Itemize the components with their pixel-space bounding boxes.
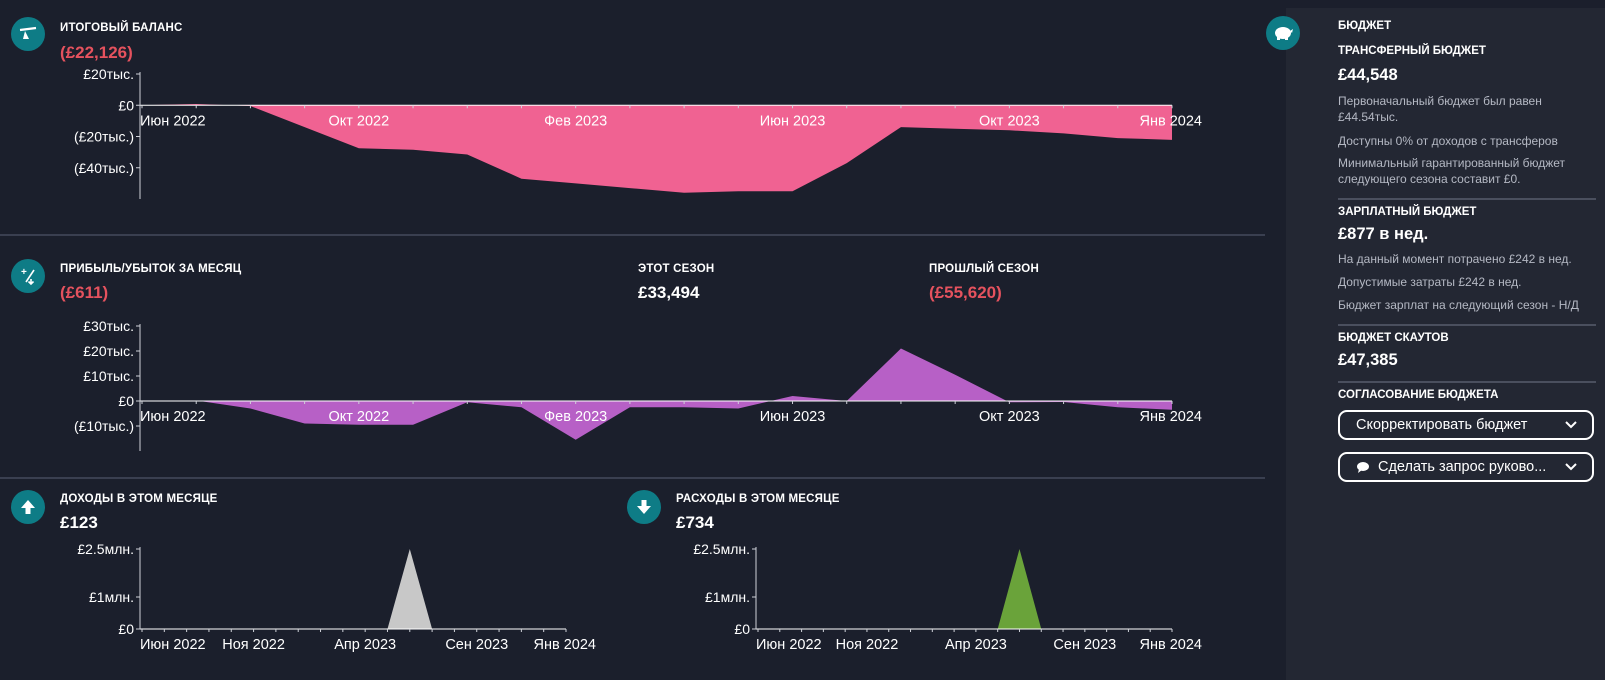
y-tick-label: £20тыс. (83, 343, 134, 359)
x-tick-label: Фев 2023 (544, 113, 607, 129)
y-tick-label: (£10тыс.) (74, 418, 134, 434)
income-title: ДОХОДЫ В ЭТОМ МЕСЯЦЕ (60, 493, 218, 505)
transfer-budget-value: £44,548 (1338, 66, 1398, 84)
y-tick-label: £0 (118, 393, 134, 409)
expenses-value: £734 (676, 513, 714, 532)
chevron-down-icon (1564, 459, 1578, 477)
wage-note-allowed: Допустимые затраты £242 в нед. (1338, 275, 1522, 289)
x-tick-label: Окт 2022 (328, 113, 389, 129)
arrow-up-icon (11, 490, 45, 524)
adjust-budget-label: Скорректировать бюджет (1356, 417, 1528, 433)
x-tick-label: Ноя 2022 (222, 637, 285, 653)
adjust-budget-button[interactable]: Скорректировать бюджет (1338, 410, 1594, 440)
budget-title: БЮДЖЕТ (1338, 20, 1392, 32)
svg-text:+: + (21, 267, 27, 278)
y-tick-label: £20тыс. (83, 66, 134, 82)
expenses-title: РАСХОДЫ В ЭТОМ МЕСЯЦЕ (676, 493, 840, 505)
x-tick-label: Янв 2024 (534, 637, 596, 653)
section-divider-2 (0, 477, 1265, 479)
this-season-label: ЭТОТ СЕЗОН (638, 263, 715, 275)
x-tick-label: Янв 2024 (1140, 409, 1202, 425)
y-tick-label: £10тыс. (83, 368, 134, 384)
wage-note-spent: На данный момент потрачено £242 в нед. (1338, 252, 1572, 266)
x-tick-label: Июн 2023 (760, 409, 826, 425)
finances-main: ИТОГОВЫЙ БАЛАНС (£22,126) £20тыс. £0 (£20т… (0, 17, 1265, 653)
x-tick-label: Янв 2024 (1140, 637, 1202, 653)
monthly-value: (£611) (60, 283, 109, 302)
transfer-note-minimum: Минимальный гарантированный бюджет следу… (1338, 156, 1566, 186)
last-season-value: (£55,620) (929, 283, 1002, 302)
sidebar-separator (1338, 198, 1596, 200)
balance-scale-icon (11, 17, 45, 51)
balance-chart: £20тыс. £0 (£20тыс.) (£40тыс.) Июн 2022 Окт 2… (74, 66, 1202, 199)
speech-bubble-icon (1356, 461, 1370, 474)
y-tick-label: £1млн. (89, 589, 134, 605)
wage-note-next-season: Бюджет зарплат на следующий сезон - Н/Д (1338, 298, 1579, 312)
arrow-down-icon (627, 490, 661, 524)
sidebar-separator (1338, 324, 1596, 326)
y-tick-label: £2.5млн. (77, 541, 134, 557)
expenses-chart: £2.5млн. £1млн. £0 Июн 2022 Ноя 2022 Апр 2023… (693, 541, 1202, 653)
monthly-title: ПРИБЫЛЬ/УБЫТОК ЗА МЕСЯЦ (60, 263, 242, 275)
wage-budget-title: ЗАРПЛАТНЫЙ БЮДЖЕТ (1338, 206, 1477, 218)
monthly-area (142, 348, 1172, 440)
x-tick-label: Окт 2023 (979, 409, 1040, 425)
last-season-label: ПРОШЛЫЙ СЕЗОН (929, 263, 1039, 275)
x-tick-label: Окт 2023 (979, 113, 1040, 129)
transfer-note-percent: Доступны 0% от доходов с трансферов (1338, 134, 1558, 148)
y-tick-label: £0 (734, 621, 750, 637)
x-tick-label: Июн 2022 (140, 113, 206, 129)
expenses-area (758, 549, 1172, 629)
y-tick-label: (£40тыс.) (74, 160, 134, 176)
scout-budget-value: £47,385 (1338, 351, 1398, 369)
y-tick-label: £1млн. (705, 589, 750, 605)
wage-budget-value: £877 в нед. (1338, 225, 1429, 243)
x-tick-label: Апр 2023 (334, 637, 396, 653)
sidebar-separator (1338, 381, 1596, 383)
budget-agreement-title: СОГЛАСОВАНИЕ БЮДЖЕТА (1338, 389, 1499, 401)
x-tick-label: Сен 2023 (1053, 637, 1116, 653)
balance-value: (£22,126) (60, 43, 133, 62)
y-tick-label: £0 (118, 621, 134, 637)
board-request-label: Сделать запрос руково... (1378, 459, 1547, 475)
income-area (142, 549, 566, 629)
x-tick-label: Окт 2022 (328, 409, 389, 425)
section-divider (0, 234, 1265, 236)
x-tick-label: Июн 2022 (140, 637, 206, 653)
transfer-note-initial: Первоначальный бюджет был равен £44.54ты… (1338, 94, 1542, 124)
x-tick-label: Янв 2024 (1140, 113, 1202, 129)
y-tick-label: £0 (118, 97, 134, 113)
x-tick-label: Сен 2023 (445, 637, 508, 653)
balance-area (142, 104, 1172, 193)
x-tick-label: Июн 2022 (756, 637, 822, 653)
x-tick-label: Ноя 2022 (836, 637, 899, 653)
board-request-button[interactable]: Сделать запрос руково... (1338, 452, 1594, 482)
x-tick-label: Апр 2023 (945, 637, 1007, 653)
x-tick-label: Июн 2023 (760, 113, 826, 129)
x-tick-label: Июн 2022 (140, 409, 206, 425)
budget-sidebar: БЮДЖЕТ ТРАНСФЕРНЫЙ БЮДЖЕТ £44,548 Первон… (1266, 8, 1605, 680)
piggy-bank-icon (1266, 16, 1300, 50)
income-chart: £2.5млн. £1млн. £0 Июн 2022 Ноя 2022 Апр 2023… (77, 541, 596, 653)
balance-title: ИТОГОВЫЙ БАЛАНС (60, 22, 183, 34)
this-season-value: £33,494 (638, 283, 700, 302)
y-tick-label: (£20тыс.) (74, 129, 134, 145)
monthly-chart: £30тыс. £20тыс. £10тыс. £0 (£10тыс.) Июн 2022… (74, 318, 1202, 451)
chevron-down-icon (1564, 417, 1578, 435)
x-tick-label: Фев 2023 (544, 409, 607, 425)
income-value: £123 (60, 513, 98, 532)
scout-budget-title: БЮДЖЕТ СКАУТОВ (1338, 332, 1449, 344)
profit-loss-icon: + (11, 259, 45, 293)
transfer-budget-title: ТРАНСФЕРНЫЙ БЮДЖЕТ (1338, 45, 1486, 57)
y-tick-label: £30тыс. (83, 318, 134, 334)
y-tick-label: £2.5млн. (693, 541, 750, 557)
